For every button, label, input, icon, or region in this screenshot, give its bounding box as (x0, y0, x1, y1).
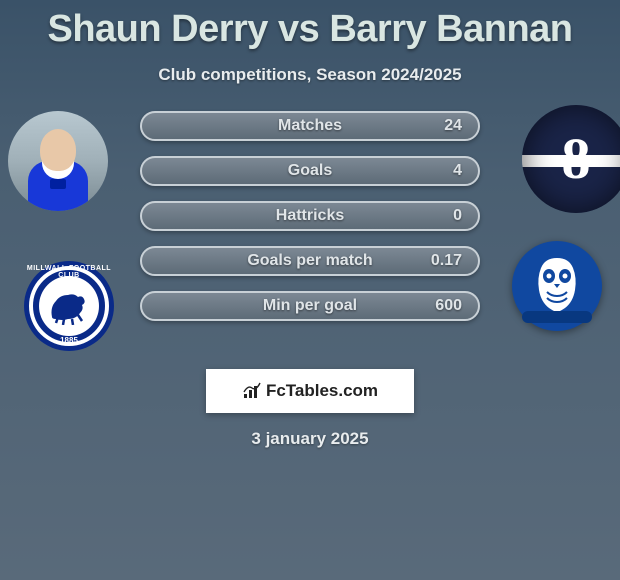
page-title: Shaun Derry vs Barry Bannan (0, 0, 620, 51)
lion-icon (48, 287, 90, 325)
stat-label: Matches (278, 117, 342, 135)
stat-label: Hattricks (276, 207, 344, 225)
crest-left-year: 1885 (24, 336, 114, 345)
player-left-avatar (8, 111, 108, 211)
source-badge-text: FcTables.com (266, 381, 378, 401)
stat-label: Goals (288, 162, 332, 180)
stats-list: Matches 24 Goals 4 Hattricks 0 Goals per… (140, 111, 480, 321)
stat-row-hattricks: Hattricks 0 (140, 201, 480, 231)
chart-icon (242, 381, 262, 401)
club-crest-left: MILLWALL FOOTBALL CLUB 1885 (24, 261, 114, 351)
comparison-panel: Matches 24 Goals 4 Hattricks 0 Goals per… (0, 111, 620, 351)
crest-ribbon (522, 311, 592, 323)
player-right-avatar: 8 (522, 105, 620, 213)
stat-value-right: 4 (453, 162, 462, 180)
stat-row-min-per-goal: Min per goal 600 (140, 291, 480, 321)
date-text: 3 january 2025 (0, 429, 620, 449)
stat-label: Goals per match (247, 252, 372, 270)
source-badge[interactable]: FcTables.com (206, 369, 414, 413)
stat-row-goals-per-match: Goals per match 0.17 (140, 246, 480, 276)
stat-value-right: 600 (435, 297, 462, 315)
stat-value-right: 0.17 (431, 252, 462, 270)
stat-value-right: 24 (444, 117, 462, 135)
stat-label: Min per goal (263, 297, 357, 315)
crest-left-text: MILLWALL FOOTBALL CLUB (24, 265, 114, 279)
stat-row-matches: Matches 24 (140, 111, 480, 141)
stat-value-right: 0 (453, 207, 462, 225)
club-crest-right (512, 241, 602, 331)
stat-row-goals: Goals 4 (140, 156, 480, 186)
owl-icon (529, 254, 585, 318)
subtitle: Club competitions, Season 2024/2025 (0, 65, 620, 85)
